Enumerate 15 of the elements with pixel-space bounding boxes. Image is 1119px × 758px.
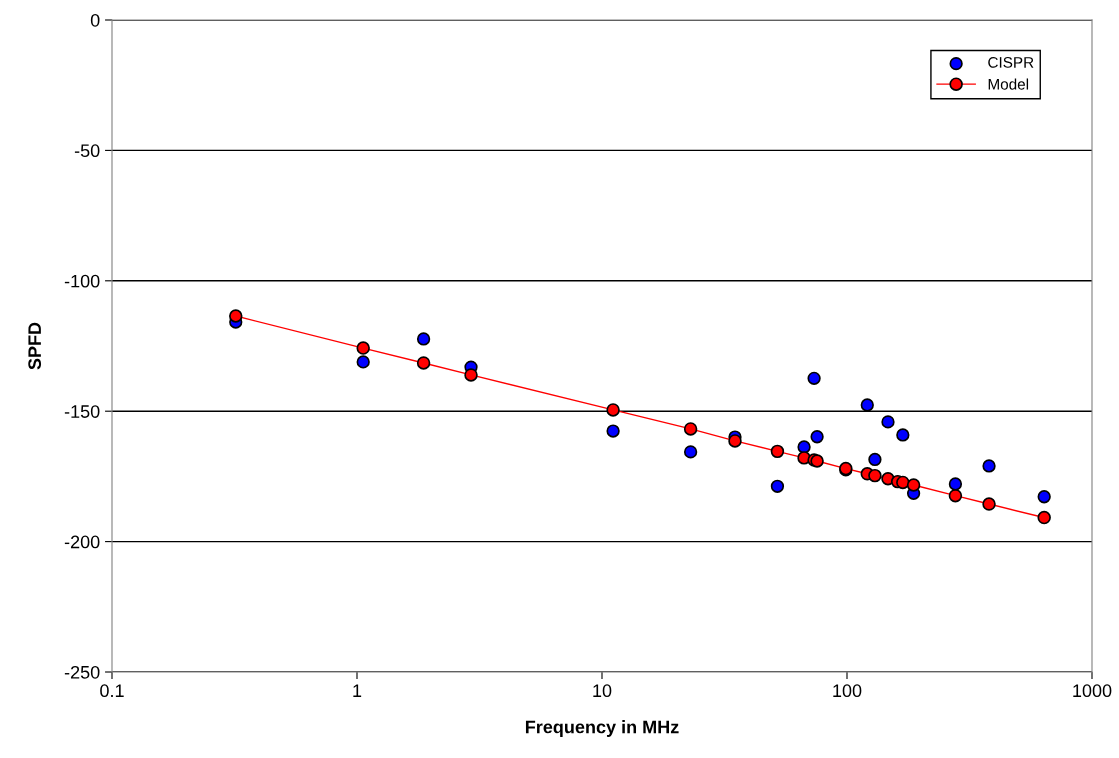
legend-label: CISPR — [988, 56, 1034, 68]
y-tick-label: -200 — [64, 535, 100, 549]
y-tick-label: 0 — [90, 13, 100, 27]
y-tick-label: -250 — [64, 665, 100, 679]
y-tick-label: -150 — [64, 405, 100, 418]
x-tick-label: 1000 — [1073, 684, 1112, 698]
x-tick-label: 10 — [593, 684, 612, 698]
legend-label: Model — [988, 78, 1029, 90]
y-tick-label: -50 — [74, 144, 100, 158]
y-tick-label: -100 — [64, 274, 100, 288]
x-tick-label: 1 — [353, 684, 362, 697]
x-axis-title: Frequency in MHz — [525, 720, 679, 737]
y-axis-title: SPFD — [28, 322, 42, 370]
x-tick-label: 100 — [833, 684, 862, 698]
x-tick-label: 0.1 — [100, 684, 124, 698]
